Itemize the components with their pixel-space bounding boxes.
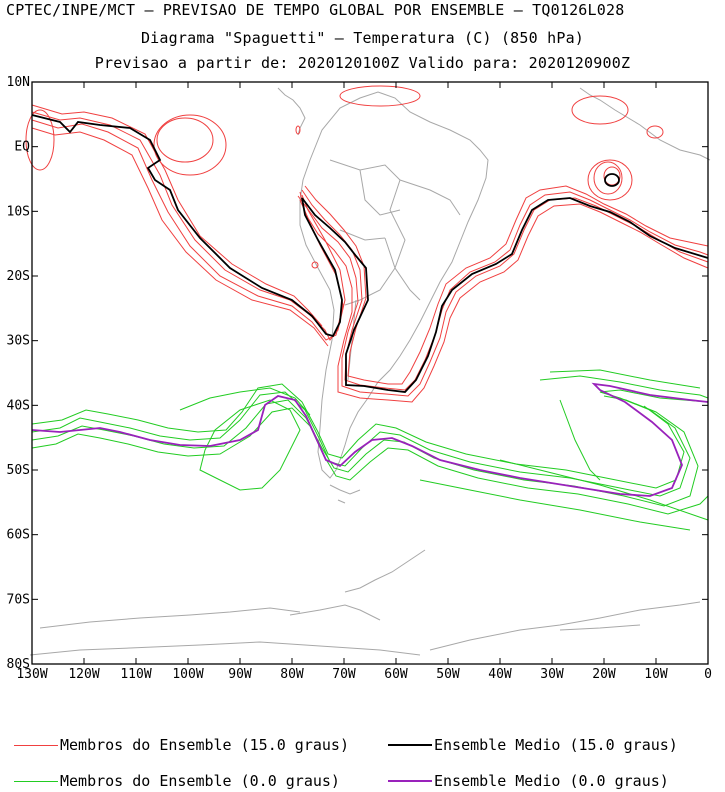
lat-label: 20S (7, 269, 30, 284)
lat-label: 70S (7, 592, 30, 607)
lat-label: 10N (7, 75, 30, 90)
legend-swatch-members-15 (14, 744, 58, 746)
legend-mean-15: Ensemble Medio (15.0 graus) (388, 736, 678, 754)
legend-label-members-15: Membros do Ensemble (15.0 graus) (60, 736, 349, 754)
lon-label: 70W (332, 667, 356, 682)
lon-label: 80W (280, 667, 304, 682)
ensemble-members-15 (25, 85, 709, 403)
ensemble-mean-15 (31, 114, 709, 393)
ensemble-mean-0 (31, 382, 709, 497)
legend-swatch-mean-0 (388, 780, 432, 782)
lat-label: 50S (7, 463, 30, 478)
lon-label: 40W (488, 667, 512, 682)
title-line-3: Previsao a partir de: 2020120100Z Valido… (94, 54, 631, 72)
lon-label: 130W (16, 667, 47, 682)
lon-label: 20W (592, 667, 616, 682)
lat-label: EQ (14, 140, 30, 155)
lat-label: 10S (7, 204, 30, 219)
lon-label: 30W (540, 667, 564, 682)
lat-label: 60S (7, 528, 30, 543)
legend-members-15: Membros do Ensemble (15.0 graus) (14, 736, 349, 754)
plot-frame (31, 81, 709, 665)
legend-swatch-members-0 (14, 780, 58, 782)
legend-label-members-0: Membros do Ensemble (0.0 graus) (60, 772, 340, 790)
title-line-2: Diagrama "Spaguetti" – Temperatura (C) (… (140, 29, 585, 47)
legend-label-mean-15: Ensemble Medio (15.0 graus) (434, 736, 678, 754)
lat-label: 80S (7, 657, 30, 672)
lat-label: 40S (7, 398, 30, 413)
legend-swatch-mean-15 (388, 744, 432, 746)
latitude-axis: 10N EQ 10S 20S 30S 40S 50S 60S 70S 80S (7, 75, 708, 672)
lon-label: 120W (68, 667, 99, 682)
longitude-axis: 130W 120W 110W 100W 90W 80W 70W 60W 50W 40W 30W 20W… (16, 82, 712, 682)
lon-label: 0 (704, 667, 712, 682)
coastlines (29, 87, 711, 656)
ensemble-members-0 (31, 369, 709, 531)
legend-label-mean-0: Ensemble Medio (0.0 graus) (434, 772, 669, 790)
lon-label: 90W (228, 667, 252, 682)
lon-label: 110W (120, 667, 151, 682)
lon-label: 10W (644, 667, 668, 682)
title-line-1: CPTEC/INPE/MCT – PREVISAO DE TEMPO GLOBA… (6, 1, 625, 19)
lon-label: 100W (172, 667, 203, 682)
lon-label: 50W (436, 667, 460, 682)
legend-mean-0: Ensemble Medio (0.0 graus) (388, 772, 669, 790)
lat-label: 30S (7, 334, 30, 349)
legend-members-0: Membros do Ensemble (0.0 graus) (14, 772, 340, 790)
lon-label: 60W (384, 667, 408, 682)
